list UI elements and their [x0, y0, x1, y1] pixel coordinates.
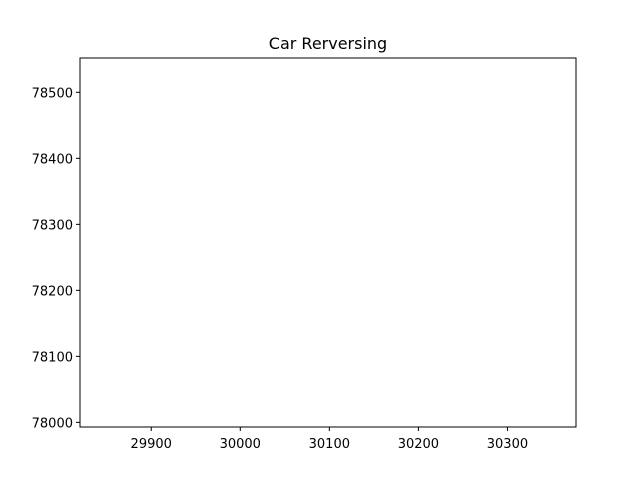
y-tick-label: 78000 — [32, 416, 73, 431]
chart-title: Car Rerversing — [269, 34, 387, 53]
x-tick-label: 30000 — [220, 437, 261, 452]
y-axis: 78000 78100 78200 78300 78400 78500 — [32, 86, 80, 431]
x-tick-label: 29900 — [131, 437, 172, 452]
y-tick-label: 78400 — [32, 152, 73, 167]
plot-area — [80, 58, 576, 427]
x-axis: 29900 30000 30100 30200 30300 — [131, 427, 528, 452]
x-tick-label: 30300 — [487, 437, 528, 452]
y-tick-label: 78200 — [32, 284, 73, 299]
x-tick-label: 30200 — [398, 437, 439, 452]
plot-frame — [79, 57, 577, 428]
y-tick-label: 78100 — [32, 350, 73, 365]
x-tick-label: 30100 — [309, 437, 350, 452]
y-tick-label: 78500 — [32, 86, 73, 101]
y-tick-label: 78300 — [32, 218, 73, 233]
